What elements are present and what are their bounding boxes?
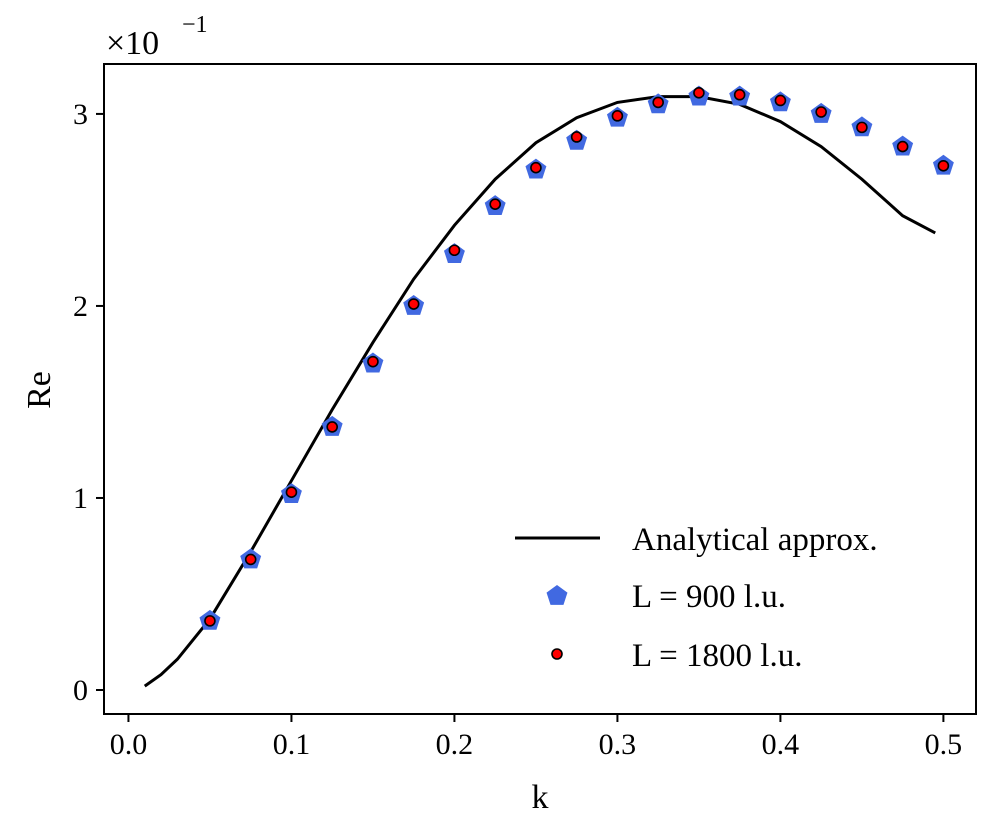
legend-swatch-l1800 (551, 648, 563, 660)
x-tick-label: 0.4 (762, 728, 800, 761)
y-tick-label: 1 (73, 482, 88, 515)
marker-l1800 (448, 244, 461, 257)
y-axis-label: Re (21, 371, 58, 409)
y-tick-label: 2 (73, 290, 88, 323)
marker-l1800 (611, 110, 624, 122)
y-multiplier-exponent: −1 (182, 12, 208, 38)
marker-l1800 (733, 88, 746, 101)
legend-swatch-l900 (546, 585, 568, 605)
marker-l1800 (244, 553, 257, 566)
marker-l1800 (652, 96, 664, 109)
legend: Analytical approx. L = 900 l.u. L = 1800… (515, 522, 878, 674)
x-tick-label: 0.3 (599, 728, 637, 761)
y-multiplier-base: ×10 (106, 25, 159, 62)
marker-l1800 (693, 87, 705, 99)
marker-l1800 (204, 615, 216, 627)
marker-l1800 (285, 486, 298, 499)
marker-l1800 (937, 159, 950, 172)
x-tick-label: 0.1 (273, 728, 311, 761)
marker-l1800 (367, 355, 379, 368)
y-tick-label: 0 (73, 674, 88, 707)
marker-l1800 (407, 298, 420, 310)
marker-l1800 (570, 131, 583, 143)
x-axis-ticks: 0.0 0.1 0.2 0.3 0.4 0.5 (110, 714, 962, 761)
y-tick-label: 3 (73, 98, 88, 131)
plot-content (143, 85, 954, 688)
y-multiplier: ×10 −1 (106, 12, 208, 62)
marker-l1800 (896, 140, 909, 153)
marker-l1800 (489, 198, 501, 210)
x-tick-label: 0.2 (436, 728, 474, 761)
legend-label-l1800: L = 1800 l.u. (632, 638, 802, 674)
legend-label-analytical: Analytical approx. (632, 522, 878, 558)
x-tick-label: 0.5 (925, 728, 963, 761)
marker-l1800 (774, 94, 787, 107)
marker-l1800 (530, 161, 542, 174)
x-tick-label: 0.0 (110, 728, 148, 761)
plot-frame (103, 63, 977, 715)
x-axis-label: k (532, 779, 549, 816)
y-axis-ticks: 0 1 2 3 (73, 98, 104, 707)
legend-label-l900: L = 900 l.u. (632, 579, 786, 615)
marker-l1800 (815, 106, 827, 118)
series-line-analytical (143, 95, 936, 688)
marker-l1800 (326, 421, 338, 433)
marker-l1800 (856, 121, 868, 134)
